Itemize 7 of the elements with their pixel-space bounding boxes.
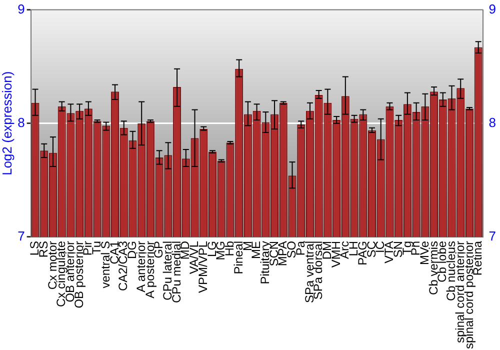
y-tick-label: 8 [18,114,25,130]
y-axis-title: Log2 (expression) [0,71,14,176]
y2-tick-label: 8 [488,114,496,130]
y-tick-label: 9 [18,1,25,16]
y-tick-label: 7 [18,228,25,244]
y2-tick-label: 9 [488,1,496,16]
y2-tick-label: 7 [488,228,496,244]
